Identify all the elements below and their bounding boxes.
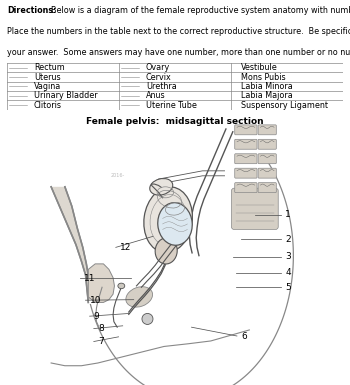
Polygon shape [51,187,91,303]
Text: Suspensory Ligament: Suspensory Ligament [241,100,328,110]
FancyBboxPatch shape [258,182,276,192]
FancyBboxPatch shape [258,139,276,149]
Ellipse shape [150,179,173,195]
Ellipse shape [126,287,153,307]
Text: Labia Minora: Labia Minora [241,82,293,91]
Text: Place the numbers in the table next to the correct reproductive structure.  Be s: Place the numbers in the table next to t… [7,27,350,36]
Text: 5: 5 [285,283,291,292]
Text: 10: 10 [90,296,101,305]
Text: Uterus: Uterus [34,73,61,82]
FancyBboxPatch shape [235,168,257,178]
Text: Anus: Anus [146,91,166,100]
Text: Labia Majora: Labia Majora [241,91,293,100]
FancyBboxPatch shape [258,125,276,135]
Text: 4: 4 [285,268,291,277]
Text: Urethra: Urethra [146,82,177,91]
FancyBboxPatch shape [235,125,257,135]
FancyBboxPatch shape [258,154,276,164]
Circle shape [142,313,153,325]
Text: 6: 6 [241,331,247,340]
Text: Ovary: Ovary [146,63,170,72]
Text: 3: 3 [285,253,291,261]
Polygon shape [88,264,114,303]
FancyBboxPatch shape [235,139,257,149]
Text: 12: 12 [120,243,131,252]
Text: Rectum: Rectum [34,63,65,72]
Text: 9: 9 [94,312,99,321]
Text: Mons Pubis: Mons Pubis [241,73,286,82]
FancyBboxPatch shape [235,154,257,164]
Text: 7: 7 [98,337,104,346]
Text: Cervix: Cervix [146,73,172,82]
Ellipse shape [144,187,193,253]
Text: 1: 1 [285,210,291,219]
Text: Directions:: Directions: [7,6,56,15]
Ellipse shape [118,283,125,289]
Text: Female pelvis:  midsagittal section: Female pelvis: midsagittal section [86,117,264,126]
Text: 8: 8 [98,324,104,333]
Text: Vestibule: Vestibule [241,63,278,72]
Ellipse shape [158,203,192,245]
FancyBboxPatch shape [258,168,276,178]
Text: your answer.  Some answers may have one number, more than one number or no numbe: your answer. Some answers may have one n… [7,48,350,57]
Text: 2: 2 [285,234,291,244]
Text: Clitoris: Clitoris [34,100,62,110]
Text: Vagina: Vagina [34,82,61,91]
Text: 2016-: 2016- [110,173,125,178]
FancyBboxPatch shape [235,182,257,192]
Text: 11: 11 [84,274,96,283]
Text: Below is a diagram of the female reproductive system anatomy with numbers 1-12.: Below is a diagram of the female reprodu… [46,6,350,15]
Ellipse shape [155,238,177,264]
Text: Urinary Bladder: Urinary Bladder [34,91,98,100]
FancyBboxPatch shape [231,188,278,229]
Text: Uterine Tube: Uterine Tube [146,100,197,110]
